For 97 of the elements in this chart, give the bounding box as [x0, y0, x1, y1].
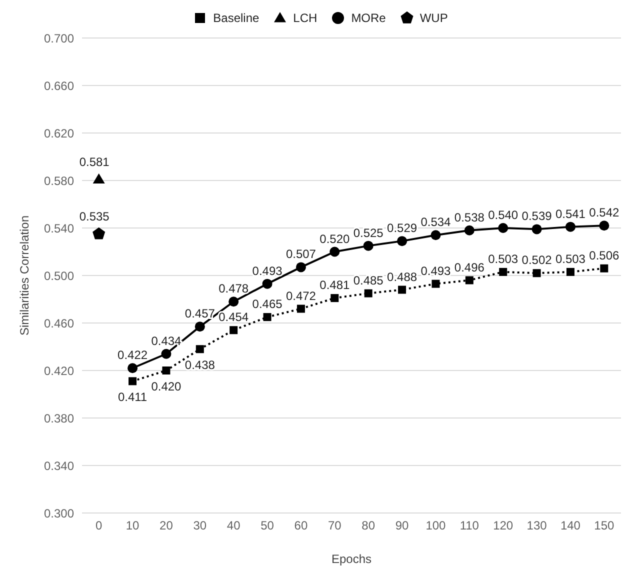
x-tick-label: 80	[362, 518, 376, 533]
point	[398, 286, 406, 294]
point	[162, 366, 170, 374]
legend-label: LCH	[293, 11, 318, 25]
x-tick-label: 30	[193, 518, 207, 533]
point	[330, 246, 340, 257]
data-label: 0.535	[79, 209, 110, 224]
point	[566, 268, 574, 276]
point	[296, 262, 306, 272]
legend-label: MORe	[351, 11, 386, 25]
x-tick-label: 10	[126, 518, 140, 533]
data-label: 0.525	[353, 226, 384, 240]
x-tick-label: 120	[493, 518, 514, 533]
data-label: 0.420	[151, 380, 182, 394]
x-tick-label: 100	[426, 518, 446, 533]
x-tick-label: 150	[594, 518, 614, 533]
x-tick-label: 110	[460, 518, 480, 533]
point	[498, 223, 508, 233]
y-axis-title: Similarities Correlation	[17, 215, 32, 336]
x-tick-label: 0	[96, 518, 102, 533]
data-label: 0.422	[118, 348, 148, 362]
data-label: 0.438	[184, 358, 216, 372]
data-label: 0.539	[522, 209, 552, 224]
point	[128, 363, 138, 374]
x-tick-label: 70	[328, 518, 342, 533]
data-label: 0.534	[420, 215, 452, 230]
x-tick-label: 140	[560, 518, 581, 533]
data-label: 0.488	[387, 270, 418, 284]
point	[92, 227, 106, 240]
data-label: 0.581	[79, 154, 110, 169]
y-tick-label: 0.420	[44, 364, 74, 378]
point	[263, 313, 272, 322]
data-label: 0.538	[454, 210, 485, 224]
data-label: 0.496	[454, 260, 485, 274]
legend-label: WUP	[420, 11, 448, 25]
x-tick-label: 20	[160, 518, 174, 533]
point	[194, 322, 205, 332]
x-tick-label: 40	[226, 518, 241, 533]
y-tick-label: 0.660	[44, 78, 74, 93]
data-label: 0.457	[184, 306, 216, 321]
point	[161, 348, 172, 359]
y-tick-label: 0.380	[44, 411, 74, 426]
x-tick-label: 130	[526, 518, 548, 533]
y-tick-label: 0.580	[44, 174, 74, 188]
data-label: 0.541	[555, 206, 586, 221]
point	[364, 289, 372, 298]
data-label: 0.472	[286, 288, 316, 303]
point	[262, 278, 272, 289]
y-tick-label: 0.500	[44, 268, 74, 283]
x-axis-title: Epochs	[331, 552, 372, 566]
data-label: 0.478	[218, 282, 249, 296]
point	[228, 296, 239, 307]
point	[465, 276, 474, 284]
data-label: 0.434	[151, 334, 182, 348]
data-label: 0.465	[252, 297, 283, 312]
y-tick-label: 0.300	[44, 506, 74, 520]
y-tick-label: 0.540	[44, 221, 74, 236]
data-label: 0.493	[252, 264, 283, 278]
y-tick-label: 0.620	[44, 126, 74, 140]
y-tick-label: 0.340	[44, 458, 74, 473]
data-label: 0.507	[286, 247, 316, 262]
data-label: 0.502	[522, 253, 552, 268]
point	[330, 294, 339, 302]
data-label: 0.411	[118, 390, 148, 404]
point	[128, 377, 137, 386]
y-tick-label: 0.460	[44, 316, 74, 330]
data-label: 0.542	[589, 206, 620, 220]
point	[499, 268, 508, 276]
data-label: 0.503	[488, 252, 518, 266]
point	[532, 224, 542, 234]
point	[565, 222, 576, 232]
point	[599, 220, 610, 231]
point	[196, 345, 204, 354]
point	[296, 304, 305, 313]
point	[230, 326, 238, 334]
point	[600, 264, 608, 272]
x-tick-label: 50	[260, 518, 274, 533]
y-tick-label: 0.700	[44, 31, 74, 46]
point	[532, 269, 541, 278]
point	[363, 240, 374, 251]
x-tick-label: 90	[395, 518, 410, 533]
data-label: 0.485	[353, 273, 384, 288]
data-label: 0.454	[218, 310, 249, 324]
data-label: 0.529	[387, 221, 418, 236]
point	[397, 236, 408, 246]
legend-label: Baseline	[213, 11, 260, 25]
data-label: 0.520	[320, 232, 350, 246]
point	[464, 225, 474, 236]
data-label: 0.540	[488, 208, 518, 222]
data-label: 0.481	[320, 278, 350, 292]
data-label: 0.506	[589, 248, 620, 262]
point	[430, 230, 441, 240]
point	[432, 280, 440, 288]
x-tick-label: 60	[294, 518, 308, 533]
data-label: 0.503	[555, 252, 586, 266]
data-label: 0.493	[420, 264, 452, 278]
point	[92, 173, 105, 184]
